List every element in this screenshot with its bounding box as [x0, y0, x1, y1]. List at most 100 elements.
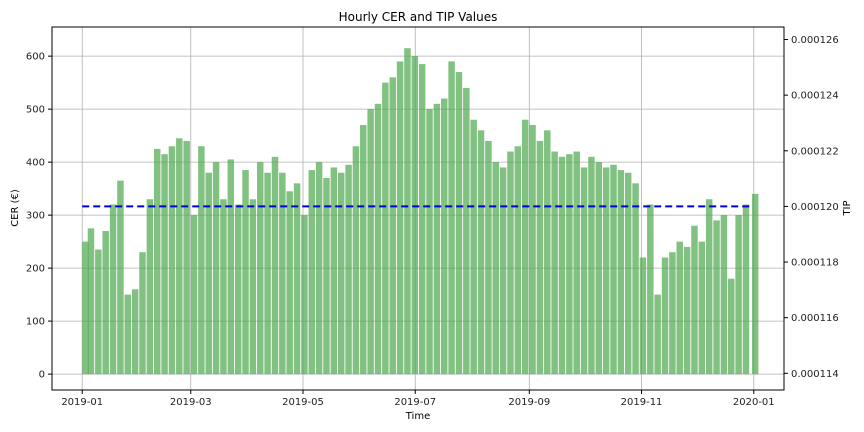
cer-bar [654, 294, 661, 375]
cer-bar [558, 156, 566, 375]
cer-bar [698, 241, 706, 375]
cer-bar [705, 199, 713, 375]
cer-bar [580, 167, 588, 375]
x-tick-label: 2019-11 [621, 397, 663, 408]
cer-bar [551, 151, 558, 375]
cer-bar [212, 162, 220, 375]
cer-bar [521, 119, 529, 375]
cer-bar [661, 257, 669, 375]
cer-bar [713, 220, 720, 375]
cer-bar [691, 225, 698, 375]
y-axis-label-left: CER (€) [10, 189, 21, 227]
cer-bar [367, 109, 374, 375]
cer-bar [448, 61, 455, 375]
cer-bar [507, 151, 514, 375]
cer-bar [544, 130, 551, 375]
y-tick-label-right: 0.000126 [791, 35, 839, 46]
cer-bar [573, 151, 580, 375]
cer-bar [610, 164, 617, 375]
cer-bar [418, 64, 426, 375]
cer-bar [345, 164, 352, 375]
y-tick-label-left: 100 [26, 317, 45, 328]
cer-bar [220, 199, 227, 375]
cer-bar [751, 193, 759, 375]
cer-bar [360, 125, 367, 375]
cer-bar [183, 140, 190, 375]
cer-bar [374, 103, 382, 375]
cer-bar [286, 191, 293, 375]
y-tick-label-right: 0.000118 [791, 258, 839, 269]
cer-bar [242, 170, 249, 375]
cer-bar [234, 204, 242, 375]
cer-bar [308, 170, 316, 375]
y-tick-label-left: 200 [26, 264, 45, 275]
cer-bar [198, 146, 205, 375]
x-tick-label: 2019-05 [282, 397, 324, 408]
cer-bar [87, 228, 95, 375]
cer-bar [683, 246, 691, 375]
x-tick-label: 2019-07 [394, 397, 436, 408]
cer-bar [337, 172, 345, 375]
cer-bar [352, 146, 360, 375]
chart-title: Hourly CER and TIP Values [339, 10, 498, 24]
cer-bar [669, 252, 676, 375]
cer-bar [161, 154, 168, 375]
cer-bar [382, 82, 389, 375]
cer-bar [190, 215, 198, 375]
cer-bar [293, 183, 301, 375]
cer-bar [536, 140, 544, 375]
cer-bar [617, 170, 625, 375]
cer-bar [440, 98, 448, 375]
y-tick-label-left: 300 [26, 211, 45, 222]
y-tick-label-right: 0.000122 [791, 146, 839, 157]
x-tick-label: 2020-01 [733, 397, 775, 408]
cer-bar [595, 162, 603, 375]
cer-bar [205, 172, 212, 375]
cer-bar [176, 138, 183, 375]
cer-bar [602, 167, 610, 375]
cer-bar [470, 119, 477, 375]
cer-bar [264, 172, 271, 375]
cer-bar [588, 156, 595, 375]
cer-bar [82, 241, 89, 375]
cer-bar [271, 156, 279, 375]
cer-bar [455, 72, 463, 375]
cer-bar [676, 241, 683, 375]
cer-bar [728, 278, 735, 375]
x-tick-label: 2019-01 [61, 397, 103, 408]
cer-bar [639, 257, 647, 375]
cer-bar [492, 162, 499, 375]
cer-bar [742, 204, 750, 375]
cer-bar [168, 146, 176, 375]
cer-bar [109, 204, 117, 375]
y-tick-label-right: 0.000124 [791, 91, 839, 102]
cer-bar [735, 215, 742, 375]
cer-bar [249, 199, 257, 375]
cer-bar [499, 167, 507, 375]
y-tick-label-right: 0.000116 [791, 313, 839, 324]
y-tick-label-left: 600 [26, 52, 45, 63]
y-tick-label-left: 400 [26, 158, 45, 169]
cer-bar [463, 87, 470, 375]
x-axis-label: Time [405, 411, 430, 422]
y-tick-label-left: 0 [39, 370, 45, 381]
cer-bar [624, 172, 632, 375]
cer-bar [315, 162, 323, 375]
cer-bar [146, 199, 154, 375]
cer-bar [102, 231, 109, 375]
x-tick-label: 2019-09 [508, 397, 550, 408]
cer-bar [257, 162, 264, 375]
cer-bar [647, 204, 654, 375]
cer-bar [426, 109, 433, 375]
cer-bar [139, 252, 146, 375]
cer-bar [124, 294, 132, 375]
plot-frame [51, 26, 785, 391]
cer-bar [389, 77, 396, 375]
cer-bar [411, 56, 419, 375]
cer-bar [485, 140, 492, 375]
y-tick-label-right: 0.000120 [791, 202, 839, 213]
cer-bar [301, 215, 308, 375]
cer-bar [323, 178, 330, 375]
cer-bar [566, 154, 573, 375]
